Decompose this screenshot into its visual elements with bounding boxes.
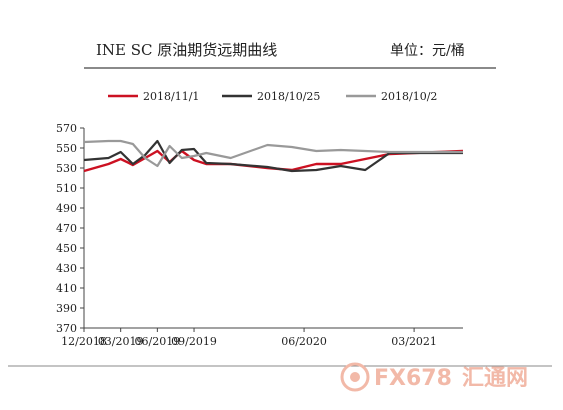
- x-tick-label: 06/2020: [281, 335, 327, 348]
- y-tick-label: 430: [56, 262, 77, 275]
- y-tick-label: 570: [56, 122, 77, 135]
- watermark: FX678 汇通网: [340, 362, 528, 392]
- legend-label-0: 2018/11/1: [143, 90, 199, 103]
- y-tick-label: 490: [56, 202, 77, 215]
- watermark-text-b: 汇通网: [462, 366, 528, 391]
- y-tick-label: 390: [56, 302, 77, 315]
- watermark-logo-icon: [340, 362, 370, 392]
- series-group: [83, 139, 464, 173]
- x-tick-label: 09/2019: [171, 335, 217, 348]
- series-line-1: [83, 139, 463, 173]
- legend: 2018/11/1 2018/10/25 2018/10/2: [108, 90, 437, 103]
- x-tick-label: 12/2018: [61, 335, 107, 348]
- x-tick-label: 03/2021: [391, 335, 437, 348]
- watermark-logo-dot-icon: [350, 372, 360, 382]
- series-line-0: [83, 149, 464, 173]
- y-tick-label: 410: [56, 282, 77, 295]
- watermark-text-a: FX678: [374, 366, 452, 391]
- x-tick-label: 06/2019: [135, 335, 181, 348]
- legend-label-1: 2018/10/25: [257, 90, 320, 103]
- y-tick-label: 470: [56, 222, 77, 235]
- y-axis-ticks: 370 390 410 430 450 470 490 510 530 550 570: [56, 122, 84, 335]
- x-tick-label: 03/2019: [98, 335, 144, 348]
- y-tick-label: 510: [56, 182, 77, 195]
- y-tick-label: 370: [56, 322, 77, 335]
- y-tick-label: 450: [56, 242, 77, 255]
- chart-title: INE SC 原油期货远期曲线: [96, 41, 277, 59]
- y-tick-label: 530: [56, 162, 77, 175]
- series-line-2: [83, 139, 463, 168]
- unit-label: 单位：元/桶: [390, 43, 465, 59]
- y-tick-label: 550: [56, 142, 77, 155]
- legend-label-2: 2018/10/2: [381, 90, 437, 103]
